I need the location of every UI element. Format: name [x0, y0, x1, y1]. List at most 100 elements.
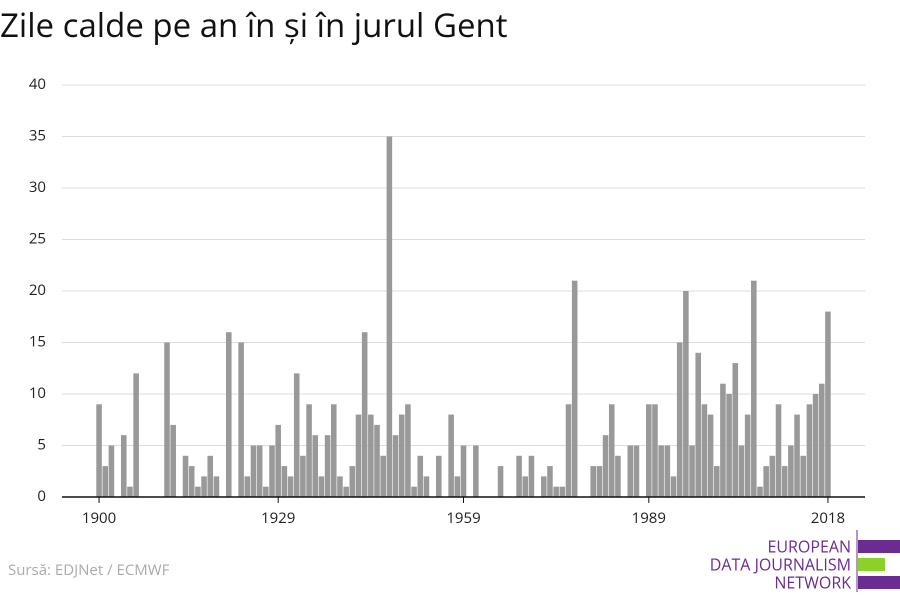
y-tick-label: 30 — [29, 177, 46, 197]
bar — [225, 332, 232, 497]
bar — [732, 363, 739, 497]
y-tick-label: 20 — [29, 280, 46, 300]
logo-bar — [858, 558, 885, 571]
bar — [300, 455, 306, 497]
x-tick-label: 1929 — [261, 508, 295, 528]
bar — [201, 476, 207, 497]
bar — [547, 466, 553, 497]
bar — [794, 414, 800, 497]
bar — [473, 445, 479, 497]
bar — [590, 466, 596, 497]
bar — [775, 404, 782, 497]
bar — [646, 404, 652, 497]
bar — [744, 414, 751, 497]
bar — [571, 280, 578, 497]
bar — [188, 466, 195, 497]
bar — [689, 445, 695, 497]
bar — [269, 445, 275, 497]
bar — [108, 445, 115, 497]
bar — [676, 342, 683, 497]
bar — [127, 486, 133, 497]
bar — [683, 291, 689, 497]
bar — [818, 383, 825, 497]
y-tick-label: 40 — [29, 74, 46, 94]
bar — [454, 476, 461, 497]
bar — [374, 424, 380, 497]
bar — [497, 466, 504, 497]
logo-text: NETWORK — [774, 571, 851, 593]
bar — [244, 476, 251, 497]
bar — [763, 466, 769, 497]
logo-bar — [858, 576, 900, 589]
bar — [658, 445, 664, 497]
x-tick-label: 1959 — [446, 508, 480, 528]
x-tick-label: 1900 — [82, 508, 116, 528]
bar — [133, 373, 139, 497]
bar — [720, 383, 726, 497]
bar — [423, 476, 430, 497]
bar — [652, 404, 658, 497]
bar — [238, 342, 244, 497]
bar — [164, 342, 170, 497]
bar — [195, 486, 201, 497]
bar — [812, 394, 819, 497]
bar — [596, 466, 603, 497]
x-tick-label: 1989 — [632, 508, 666, 528]
bar — [331, 404, 337, 497]
bar — [417, 455, 424, 497]
bar — [250, 445, 257, 497]
y-tick-label: 10 — [29, 383, 46, 403]
bar — [343, 486, 349, 497]
bar — [213, 476, 220, 497]
bar — [769, 455, 776, 497]
logo-text: EUROPEAN — [767, 535, 851, 557]
logo-bar — [858, 540, 900, 553]
bar — [726, 394, 732, 497]
source: Sursă: EDJNet / ECMWF — [8, 560, 170, 580]
y-tick-label: 35 — [29, 126, 46, 146]
logo-text: DATA JOURNALISM — [710, 553, 851, 575]
bar — [565, 404, 572, 497]
bar — [541, 476, 547, 497]
bar — [337, 476, 343, 497]
bar — [559, 486, 566, 497]
y-tick-label: 0 — [37, 486, 46, 506]
bar — [380, 455, 386, 497]
bar — [120, 435, 127, 497]
bar — [522, 476, 529, 497]
bar — [312, 435, 319, 497]
y-tick-label: 25 — [29, 229, 46, 249]
bar — [448, 414, 454, 497]
bar — [349, 466, 356, 497]
bar — [633, 445, 640, 497]
bar — [398, 414, 405, 497]
bar — [287, 476, 294, 497]
bar — [318, 476, 325, 497]
bar — [411, 486, 417, 497]
bar — [293, 373, 300, 497]
bar — [800, 455, 807, 497]
bar — [386, 136, 393, 497]
bar — [695, 352, 702, 497]
bar — [516, 455, 522, 497]
bar — [713, 466, 720, 497]
bar — [738, 445, 745, 497]
bar — [281, 466, 288, 497]
bar — [825, 311, 831, 497]
bar — [602, 435, 609, 497]
bar — [664, 445, 671, 497]
bar — [757, 486, 763, 497]
bar — [361, 332, 368, 497]
bar — [615, 455, 621, 497]
bar — [553, 486, 559, 497]
bar — [368, 414, 374, 497]
bar — [701, 404, 708, 497]
y-tick-label: 15 — [29, 332, 46, 352]
bar — [263, 486, 269, 497]
bar — [707, 414, 714, 497]
bar — [751, 280, 757, 497]
bar — [788, 445, 794, 497]
bar — [207, 455, 214, 497]
bar — [405, 404, 411, 497]
bar — [460, 445, 467, 497]
